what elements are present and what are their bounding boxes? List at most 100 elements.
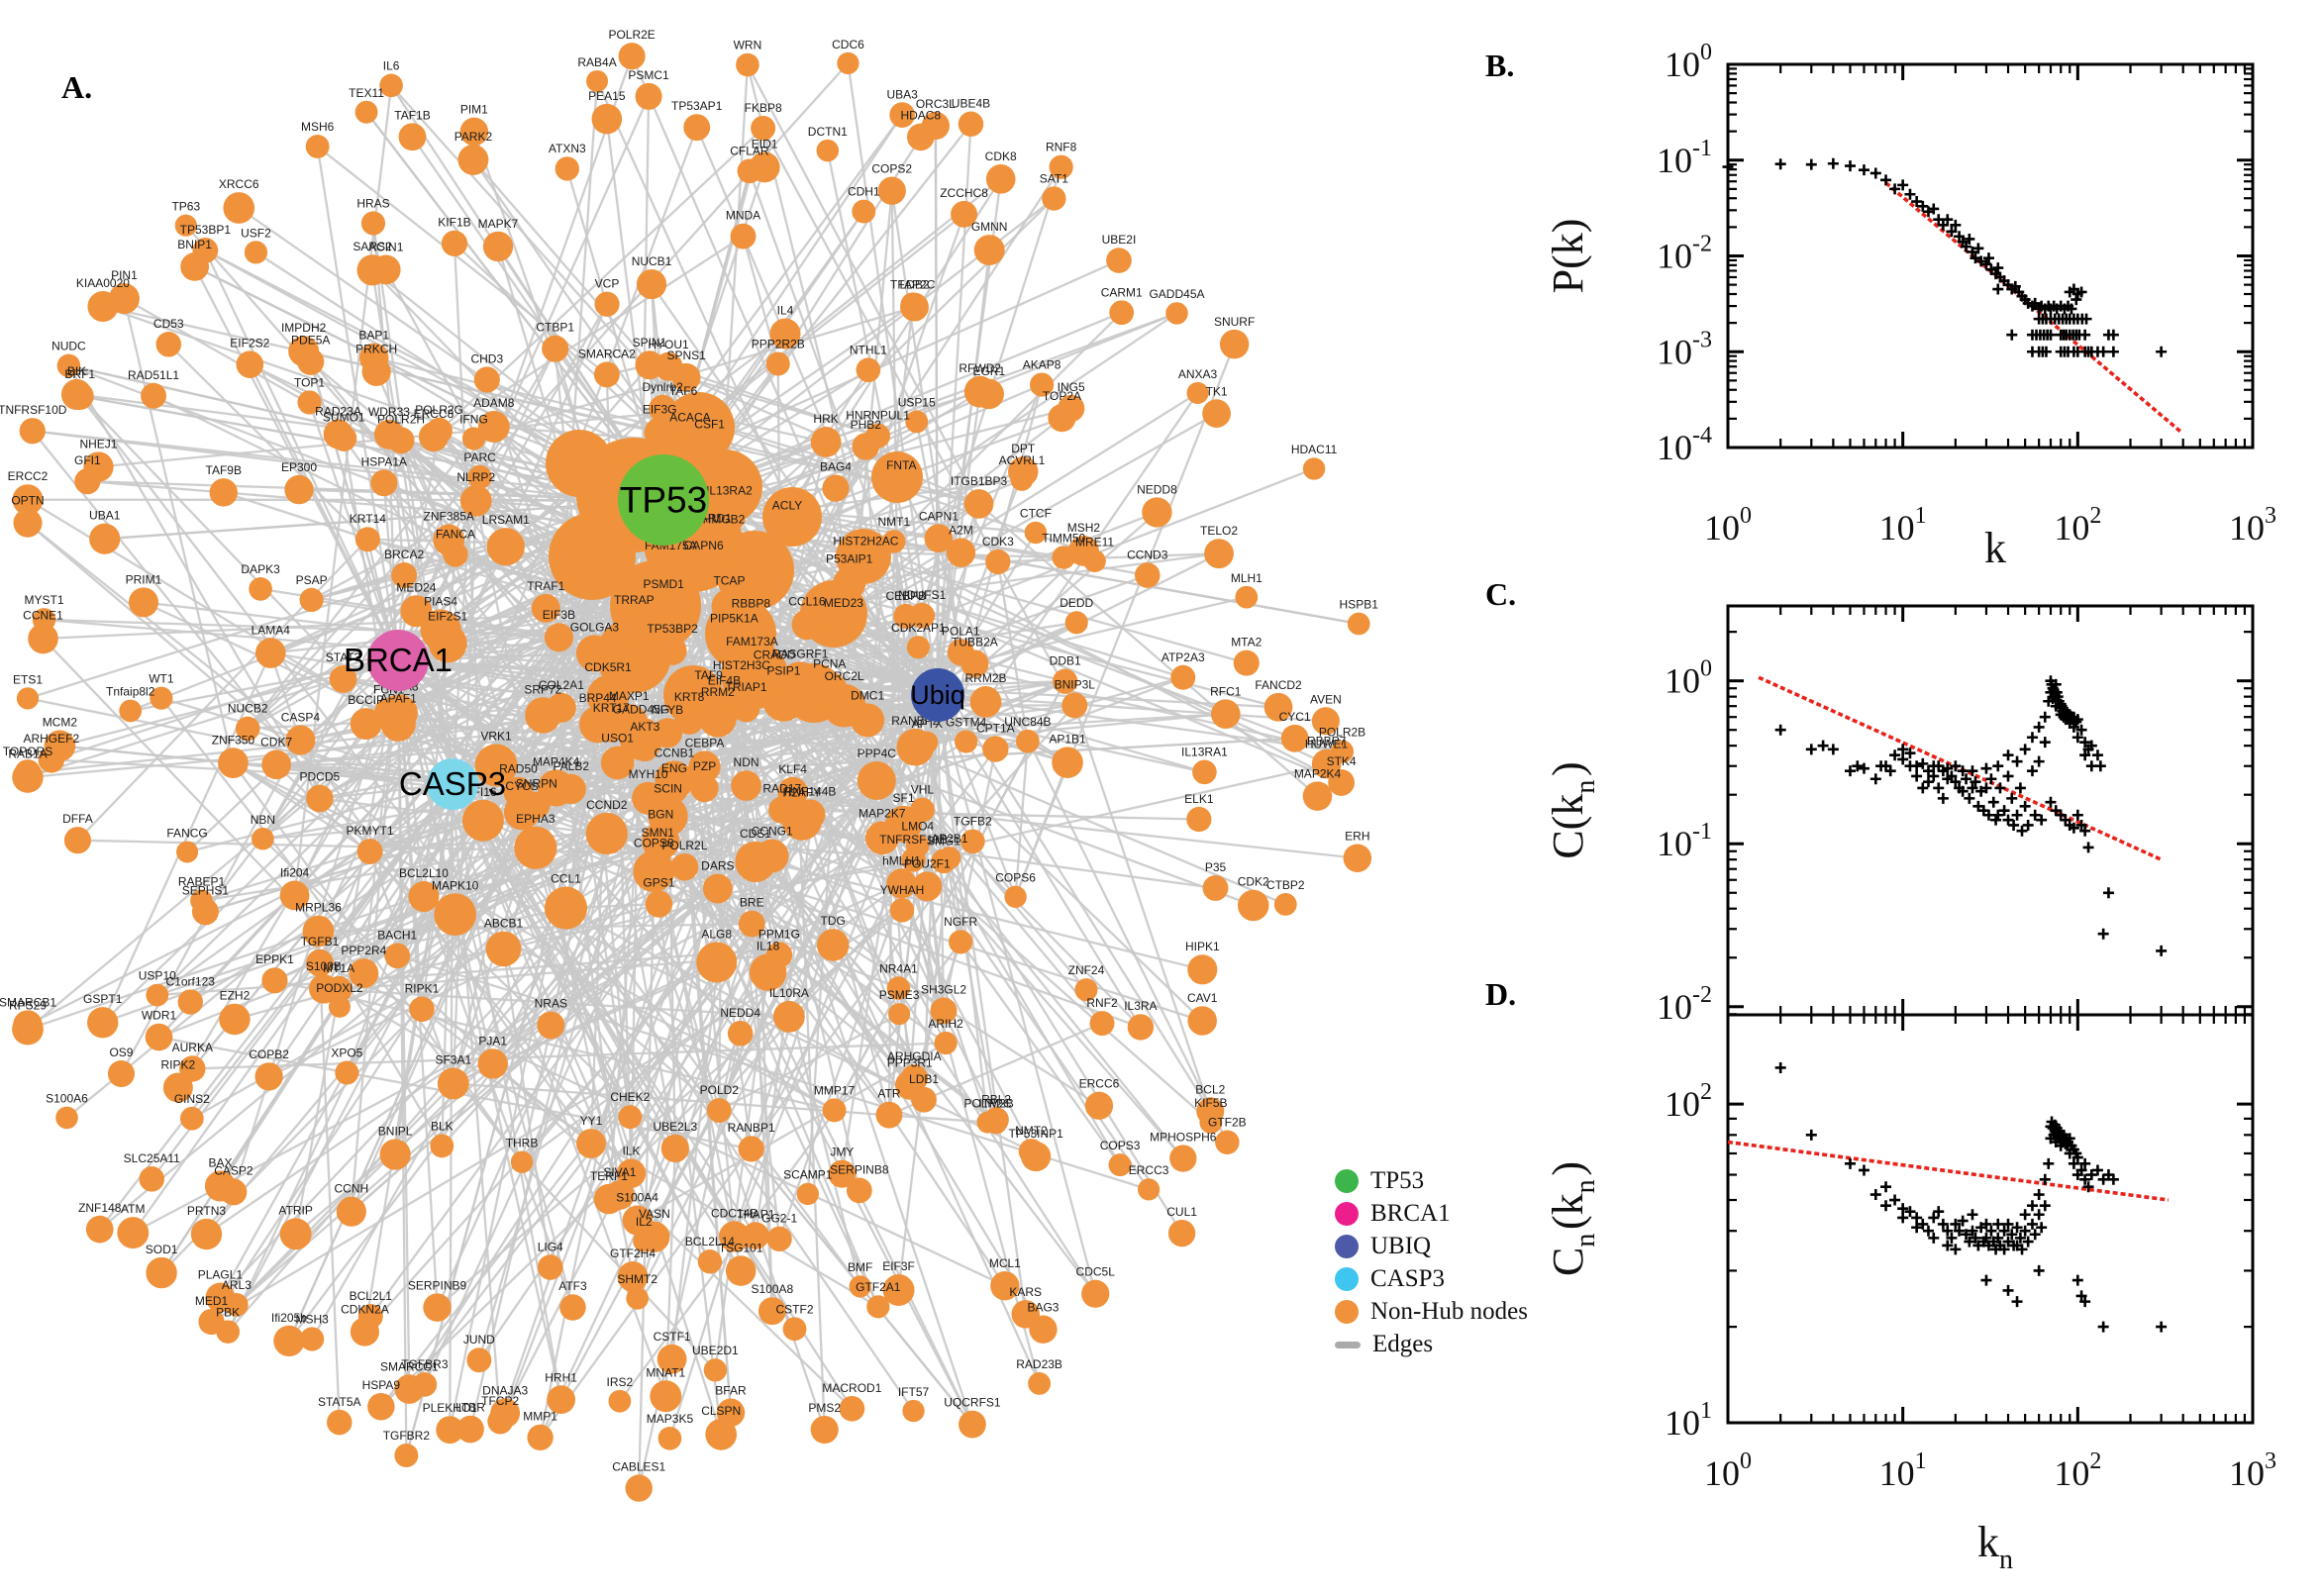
network-node-label: MSH3 (295, 1312, 329, 1326)
network-node-label: TGFBR2 (383, 1429, 431, 1443)
network-node-label: CABLES1 (612, 1459, 665, 1473)
network-node-label: MAP2K4 (1294, 766, 1342, 780)
network-node-label: MAPK10 (432, 878, 479, 892)
network-node-label: CSF1 (694, 417, 725, 431)
network-node (822, 1098, 847, 1123)
data-point (2079, 329, 2091, 341)
data-point (1950, 776, 1962, 788)
network-node (457, 144, 489, 175)
data-point (1982, 809, 1994, 821)
network-edge (887, 694, 940, 1116)
network-node-label: PRKCH (355, 343, 397, 356)
network-node-label: hMLH1 (882, 853, 921, 867)
network-node (354, 527, 380, 552)
network-node-label: PRTN3 (187, 1204, 226, 1218)
network-edge (379, 694, 939, 1408)
network-node (302, 915, 335, 948)
network-node (384, 943, 411, 969)
network-node (882, 1274, 915, 1306)
network-node (769, 318, 801, 349)
network-node-label: POLR2H (377, 412, 425, 426)
network-edge (773, 467, 1315, 680)
network-node (931, 848, 957, 874)
axis-title-y: C(kn ) (1544, 761, 1601, 858)
data-point (1980, 1218, 1992, 1230)
data-point (1897, 1212, 1909, 1224)
network-node-label: SMARCC1 (380, 1359, 439, 1373)
network-node-label: SAT1 (1040, 171, 1068, 185)
network-node-label: PPM1G (758, 927, 800, 941)
network-node-label: TIMM50 (1042, 531, 1085, 545)
data-point (2036, 814, 2048, 826)
data-point (1942, 1225, 1954, 1237)
network-node (467, 464, 492, 490)
network-node-label: COPS3 (1100, 1139, 1141, 1152)
data-point (2075, 819, 2087, 831)
data-point (2079, 1296, 2091, 1308)
network-node (279, 880, 310, 911)
network-node (839, 1395, 865, 1422)
network-node-label: XRCC6 (219, 177, 259, 191)
data-point (1937, 219, 1949, 231)
network-node-label: Tnfaip8l2 (106, 685, 155, 699)
network-cluster-blob (546, 430, 613, 497)
network-node-label: ARHGDIA (887, 1049, 942, 1063)
network-node (408, 881, 440, 913)
network-node-label: CCL16 (788, 594, 826, 608)
network-node (394, 1443, 419, 1468)
network-node-label: FANCD2 (1255, 678, 1302, 692)
network-node-label: HIST2H2AC (833, 534, 898, 548)
network-node-label: ERH (1345, 829, 1369, 843)
network-node (1052, 546, 1075, 569)
data-point (1889, 749, 1901, 761)
axis-tick-label: 102 (1665, 1079, 1712, 1124)
data-point (1992, 760, 2004, 772)
data-point (2094, 760, 2106, 772)
network-node-label: NBN (251, 813, 275, 827)
axis-ticks (1726, 1015, 2255, 1425)
network-edge (936, 694, 1027, 1315)
network-node-label: Ifi204 (280, 865, 310, 879)
network-node (309, 974, 339, 1004)
network-node-label: ABCB1 (484, 917, 524, 931)
network-node (849, 1275, 871, 1298)
network-node-label: KIAA0020 (76, 276, 130, 290)
network-node (537, 1011, 565, 1040)
network-node-label: EGR1 (972, 364, 1005, 378)
network-node-label: SF3A1 (435, 1052, 471, 1066)
network-node (1048, 404, 1076, 433)
network-node (1311, 707, 1340, 736)
network-node-label: RANBP1 (728, 1121, 775, 1135)
data-points (1774, 675, 2168, 956)
network-edge (452, 511, 1158, 786)
network-node (828, 611, 858, 642)
network-node (653, 718, 683, 748)
network-node-label: CASP2 (214, 1164, 253, 1178)
network-node-label: HRK (813, 412, 838, 426)
network-node (934, 1031, 958, 1055)
network-node-label: KRT8 (674, 690, 705, 704)
network-edge (453, 882, 902, 1085)
network-node-label: ZNF385A (424, 510, 474, 524)
network-edge (351, 694, 939, 1213)
network-hub-CASP3 (427, 758, 478, 810)
network-node (12, 484, 44, 516)
network-node-label: USF2 (241, 226, 271, 240)
network-node-label: IL3RA (1124, 999, 1157, 1013)
network-node (958, 111, 984, 137)
network-node (236, 350, 264, 378)
network-edge (101, 652, 272, 1024)
network-node-label: CARM1 (1101, 285, 1143, 299)
network-node (428, 624, 467, 663)
axis-tick-label: 100 (1665, 40, 1712, 84)
network-node (456, 1415, 484, 1444)
network-edge (937, 693, 1326, 723)
network-node (888, 473, 915, 499)
network-node-label: DFFA (62, 812, 93, 826)
network-node (89, 523, 121, 554)
data-point (2006, 792, 2018, 804)
data-point (2016, 1244, 2028, 1255)
data-point (1937, 1218, 1949, 1230)
network-node (906, 636, 931, 659)
